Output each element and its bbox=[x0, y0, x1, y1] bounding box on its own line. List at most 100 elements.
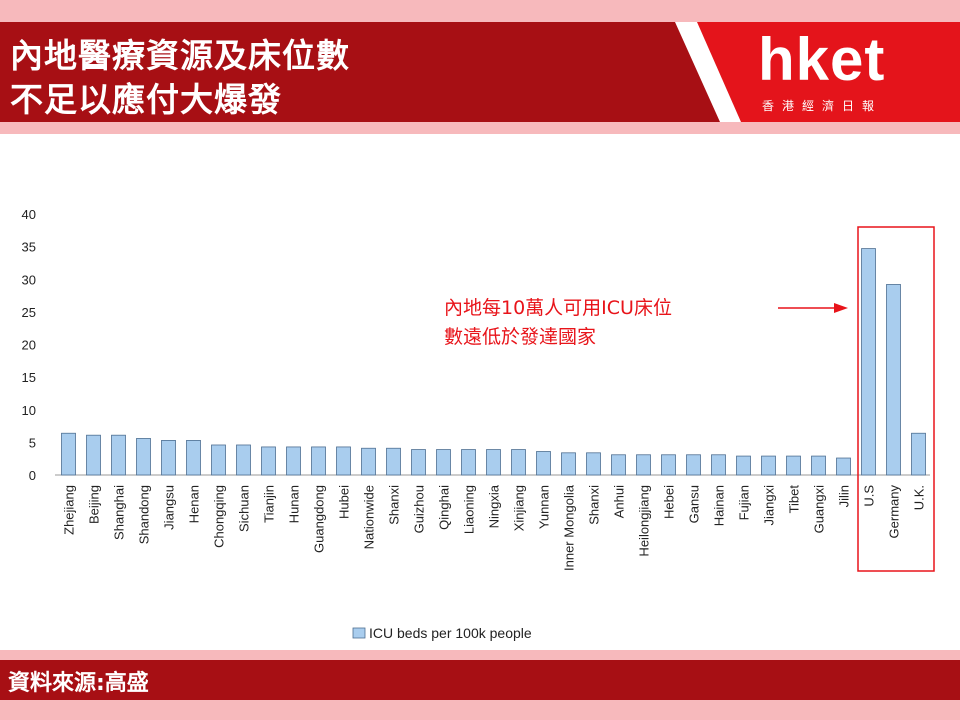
footer-bottom-strip bbox=[0, 700, 960, 720]
x-tick-label: Shandong bbox=[137, 485, 152, 544]
annotation-line-2: 數遠低於發達國家 bbox=[444, 326, 597, 348]
x-tick-label: Zhejiang bbox=[62, 485, 77, 535]
source-label: 資料來源:高盛 bbox=[8, 671, 149, 696]
x-tick-label: Henan bbox=[187, 485, 202, 523]
x-tick-label: Guangdong bbox=[312, 485, 327, 553]
x-tick-label: Beijing bbox=[87, 485, 102, 524]
x-tick-label: Jilin bbox=[837, 485, 852, 507]
hket-logo: hket bbox=[758, 26, 886, 93]
x-tick-label: Jiangxi bbox=[762, 485, 777, 526]
x-tick-label: Nationwide bbox=[362, 485, 377, 549]
bar bbox=[786, 455, 801, 476]
x-tick-label: Gansu bbox=[687, 485, 702, 523]
highlight-box bbox=[857, 226, 935, 572]
x-tick-label: Ningxia bbox=[487, 484, 502, 528]
bar bbox=[761, 455, 776, 476]
bar bbox=[461, 449, 476, 476]
legend-swatch bbox=[352, 627, 366, 639]
annotation-arrowhead bbox=[834, 303, 848, 313]
bar bbox=[136, 438, 151, 476]
bar bbox=[86, 434, 101, 476]
bar bbox=[61, 432, 76, 476]
x-tick-label: Shanxi bbox=[587, 485, 602, 525]
x-tick-label: Liaoning bbox=[462, 485, 477, 534]
top-decor-strip bbox=[0, 0, 960, 22]
logo-subtitle: 香港經濟日報 bbox=[762, 99, 883, 113]
legend-label: ICU beds per 100k people bbox=[369, 625, 532, 641]
x-tick-label: Chongqing bbox=[212, 485, 227, 548]
bar bbox=[386, 447, 401, 476]
y-tick-label: 10 bbox=[22, 403, 36, 418]
bar bbox=[336, 446, 351, 476]
y-tick-label: 40 bbox=[22, 207, 36, 222]
bar bbox=[436, 449, 451, 476]
bar bbox=[486, 449, 501, 476]
chart-annotation: 內地每10萬人可用ICU床位 數遠低於發達國家 bbox=[444, 294, 672, 352]
x-tick-label: Heilongjiang bbox=[637, 485, 652, 557]
y-tick-label: 30 bbox=[22, 272, 36, 287]
x-tick-label: Xinjiang bbox=[512, 485, 527, 531]
x-tick-label: Hainan bbox=[712, 485, 727, 526]
x-tick-label: Yunnan bbox=[537, 485, 552, 529]
x-tick-label: Hunan bbox=[287, 485, 302, 523]
bar bbox=[886, 284, 901, 476]
y-tick-label: 0 bbox=[29, 468, 36, 483]
bar bbox=[561, 452, 576, 476]
y-tick-label: 5 bbox=[29, 435, 36, 450]
x-tick-label: Shanxi bbox=[387, 485, 402, 525]
bar bbox=[661, 454, 676, 476]
bar bbox=[211, 444, 226, 476]
x-tick-label: Tibet bbox=[787, 485, 802, 514]
bar bbox=[111, 434, 126, 476]
x-tick-label: Qinghai bbox=[437, 485, 452, 530]
logo-panel bbox=[675, 22, 960, 122]
title-line-1: 內地醫療資源及床位數 bbox=[10, 36, 350, 75]
y-tick-label: 35 bbox=[22, 240, 36, 255]
y-tick-label: 15 bbox=[22, 370, 36, 385]
y-tick-label: 25 bbox=[22, 305, 36, 320]
x-tick-label: Inner Mongolia bbox=[562, 484, 577, 571]
bar bbox=[686, 454, 701, 476]
bar bbox=[261, 446, 276, 476]
bar bbox=[286, 446, 301, 476]
bar bbox=[536, 451, 551, 476]
x-tick-label: Guangxi bbox=[812, 485, 827, 534]
bar bbox=[236, 444, 251, 476]
x-tick-label: Hubei bbox=[337, 485, 352, 519]
x-tick-label: U.S bbox=[862, 485, 877, 507]
x-tick-label: Fujian bbox=[737, 485, 752, 520]
x-tick-label: Jiangsu bbox=[162, 485, 177, 530]
x-tick-label: U.K. bbox=[912, 485, 927, 510]
bar bbox=[811, 455, 826, 476]
page-title: 內地醫療資源及床位數 不足以應付大爆發 bbox=[10, 34, 350, 122]
bar bbox=[736, 455, 751, 476]
x-tick-label: Sichuan bbox=[237, 485, 252, 532]
bar bbox=[836, 457, 851, 476]
bar bbox=[586, 452, 601, 476]
x-tick-label: Hebei bbox=[662, 485, 677, 519]
x-tick-label: Shanghai bbox=[112, 485, 127, 540]
bar bbox=[186, 440, 201, 476]
footer-top-strip bbox=[0, 650, 960, 660]
bar bbox=[611, 454, 626, 476]
bar bbox=[861, 248, 876, 476]
bar bbox=[361, 447, 376, 476]
logo-red-panel bbox=[697, 22, 960, 122]
footer-bar bbox=[0, 660, 960, 700]
header-separator bbox=[0, 122, 960, 134]
x-tick-label: Germany bbox=[887, 485, 902, 539]
x-tick-label: Anhui bbox=[612, 485, 627, 518]
title-line-2: 不足以應付大爆發 bbox=[10, 80, 282, 119]
bar bbox=[711, 454, 726, 476]
bar bbox=[511, 449, 526, 476]
x-tick-label: Tianjin bbox=[262, 485, 277, 523]
bar bbox=[411, 449, 426, 476]
annotation-line-1: 內地每10萬人可用ICU床位 bbox=[444, 297, 672, 319]
icu-beds-chart: 0 5 10 15 20 25 30 35 40 Zhejiang Beijing Shanghai S… bbox=[22, 207, 935, 641]
y-tick-label: 20 bbox=[22, 338, 36, 353]
bar bbox=[311, 446, 326, 476]
bar bbox=[161, 440, 176, 476]
bar bbox=[636, 454, 651, 476]
bar bbox=[911, 432, 926, 476]
x-tick-label: Guizhou bbox=[412, 485, 427, 533]
